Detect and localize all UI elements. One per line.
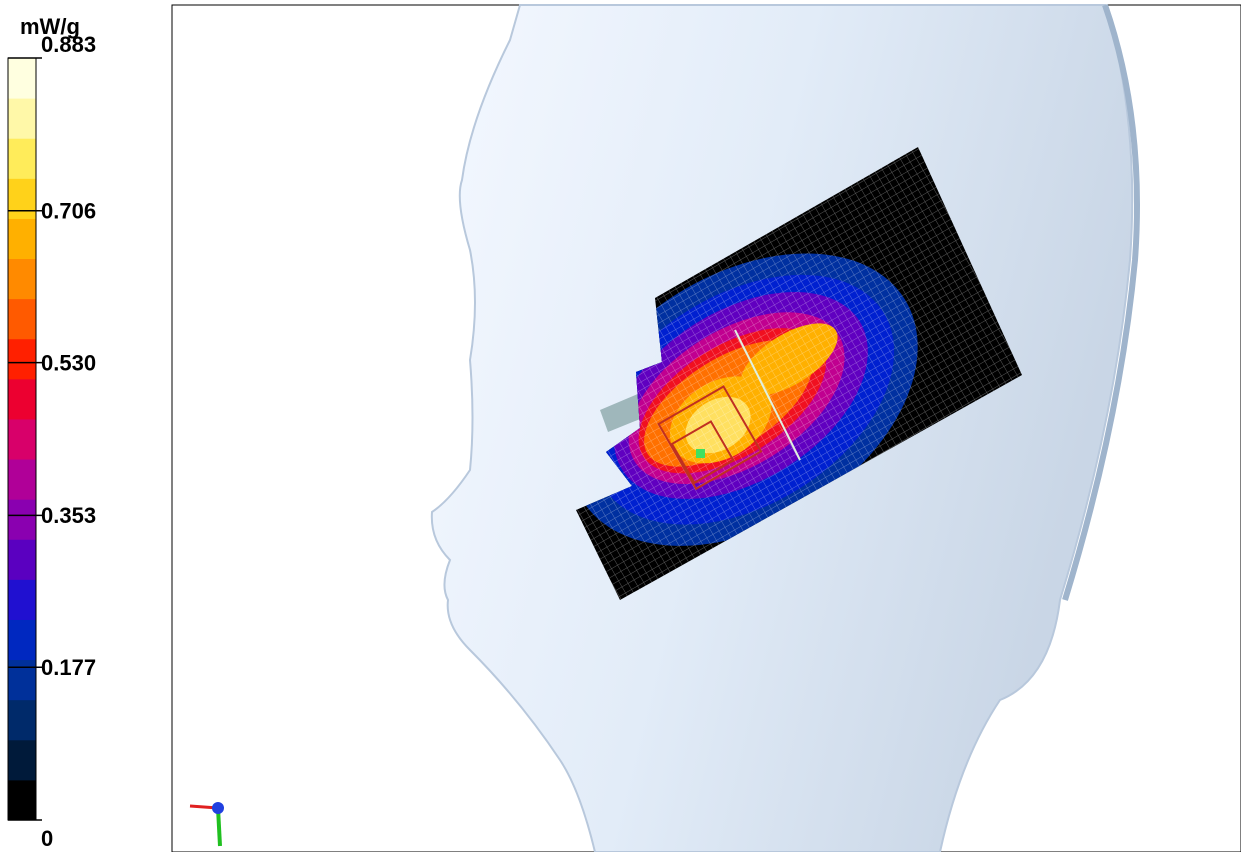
color-band (8, 699, 36, 741)
color-band (8, 338, 36, 380)
color-band (8, 779, 36, 821)
color-band (8, 178, 36, 219)
color-band (8, 739, 36, 781)
probe-line (734, 329, 801, 461)
axes-indicator (189, 802, 224, 847)
color-band (8, 258, 36, 300)
tick-label: 0.177 (41, 655, 96, 680)
color-band (8, 579, 36, 620)
peak-marker (696, 449, 705, 458)
color-band (8, 499, 36, 540)
color-band (8, 378, 36, 420)
tick-label: 0.883 (41, 32, 96, 57)
color-band (8, 58, 36, 99)
color-band (8, 138, 36, 179)
color-band (8, 539, 36, 580)
color-band (8, 659, 36, 701)
phone-marker (600, 393, 650, 432)
tick-label: 0 (41, 826, 53, 851)
color-band (8, 98, 36, 139)
color-band (8, 298, 36, 340)
tick-label: 0.530 (41, 350, 96, 375)
zoom-cube-outer (657, 385, 763, 491)
colorbar-unit: mW/g (20, 14, 80, 39)
color-band (8, 459, 36, 500)
head-edge (1062, 4, 1140, 601)
zoom-cube (670, 420, 735, 485)
scan-area (576, 147, 1022, 600)
tick-label: 0.353 (41, 503, 96, 528)
color-band (8, 218, 36, 260)
tick-label: 0.706 (41, 199, 96, 224)
color-band (8, 418, 36, 460)
color-band (8, 619, 36, 661)
